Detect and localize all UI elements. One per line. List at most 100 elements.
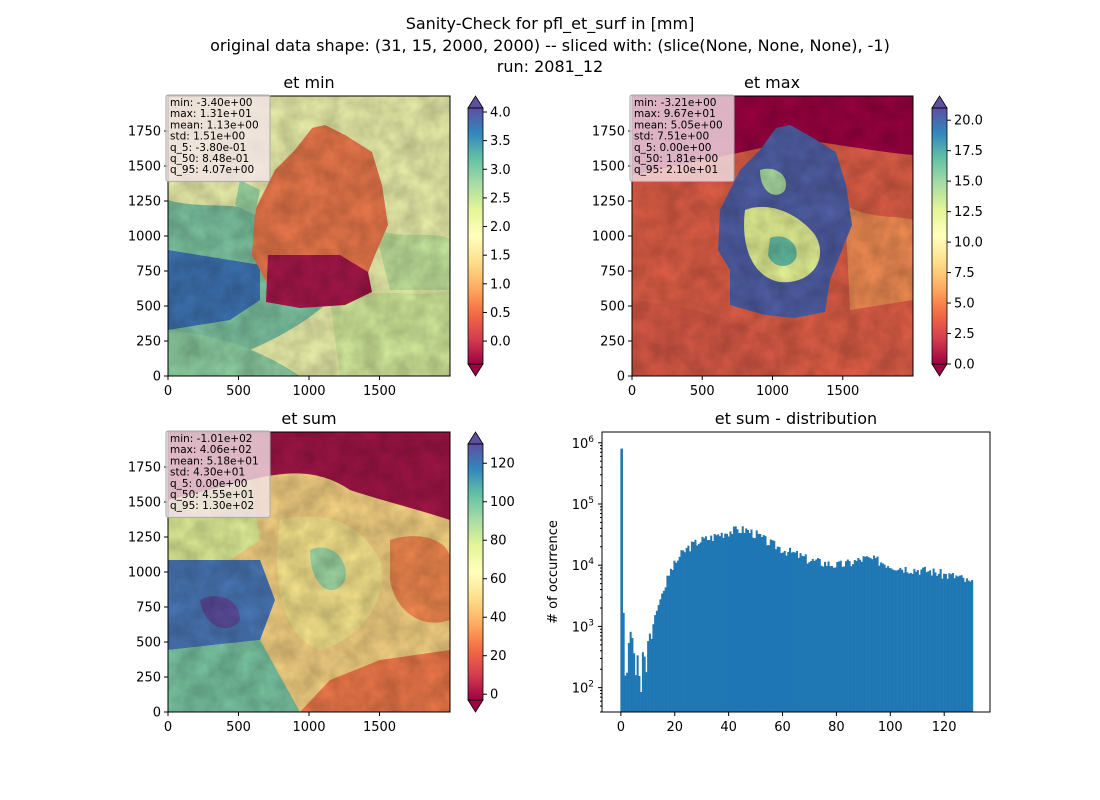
histogram-bar (788, 547, 792, 712)
histogram-bar (911, 573, 914, 712)
histogram-bar (901, 569, 904, 712)
histogram-bar (824, 561, 827, 712)
histogram-bar (892, 569, 895, 712)
y-tick-label: 1750 (128, 125, 161, 140)
colorbar-tick-label: 5.0 (954, 297, 975, 312)
histogram-bar (739, 533, 743, 712)
colorbar-tick-label: 60 (490, 572, 507, 587)
x-tick-label: 0 (628, 384, 636, 399)
histogram-bar (773, 540, 776, 712)
y-tick-label: 104 (572, 557, 595, 574)
y-axis-histogram: 102 103 104 105 106 (572, 435, 602, 713)
histogram-bar (799, 553, 802, 712)
histogram-bar (862, 556, 865, 712)
x-tick-label: 80 (828, 720, 845, 735)
histogram-bar (640, 692, 643, 712)
histogram-bar (704, 536, 707, 712)
y-tick-label: 102 (572, 680, 594, 697)
panel-title-et-sum: et sum (281, 409, 336, 428)
colorbar-tick-label: 4.0 (490, 106, 511, 121)
histogram-bar (759, 533, 762, 712)
histogram-bar (906, 572, 909, 712)
histogram-bar (934, 572, 937, 712)
histogram-bar (745, 528, 748, 712)
histogram-bar (964, 581, 967, 712)
y-tick-label: 1250 (128, 531, 161, 546)
colorbar-tick-label: 1.0 (490, 277, 511, 292)
histogram-bar (848, 561, 851, 712)
x-axis-et-sum: 0 500 1000 1500 (164, 712, 396, 735)
histogram-bar (731, 534, 734, 712)
histogram-bar (661, 593, 664, 712)
stats-line: q_50: 1.81e+00 (634, 153, 718, 165)
colorbar-extend-bottom (467, 363, 484, 377)
x-tick-label: 120 (932, 720, 957, 735)
stats-line: max: 4.06e+02 (170, 444, 252, 456)
panel-et-sum-distribution: et sum - distribution 0 20 40 60 80 100 120 10… (546, 409, 991, 735)
histogram-bar (866, 556, 869, 712)
histogram-bar (743, 533, 746, 712)
histogram-bar (676, 560, 679, 712)
y-tick-label: 750 (136, 265, 161, 280)
histogram-bar (918, 574, 921, 712)
histogram-bar (869, 558, 872, 712)
histogram-bar (675, 562, 678, 712)
x-tick-label: 500 (690, 384, 715, 399)
histogram-bar (636, 655, 639, 712)
colorbar-tick-label: 7.5 (954, 266, 975, 281)
histogram-bar (957, 576, 960, 712)
histogram-bar (748, 532, 751, 712)
histogram-bar (841, 566, 844, 712)
histogram-bar (678, 556, 681, 712)
histogram-bar (946, 578, 949, 712)
histogram-bar (897, 569, 900, 712)
histogram-bar (734, 526, 737, 712)
histogram-bar (755, 530, 758, 712)
x-tick-label: 1500 (363, 720, 396, 735)
histogram-bar (633, 653, 636, 712)
x-tick-label: 500 (226, 384, 251, 399)
histogram-bar (829, 566, 832, 712)
histogram-bar (894, 570, 897, 712)
histogram-bar (687, 545, 690, 712)
x-tick-label: 40 (720, 720, 737, 735)
stats-line: q_50: 4.55e+01 (170, 489, 254, 501)
histogram-bar (671, 570, 674, 712)
colorbar-tick-label: 2.0 (490, 220, 511, 235)
histogram-bar (738, 532, 741, 712)
histogram-bar (943, 573, 946, 712)
histogram-bar (746, 529, 750, 712)
histogram-bar (753, 538, 757, 712)
histogram-bar (796, 550, 799, 712)
histogram-bar (951, 573, 954, 712)
histogram-bar (902, 572, 905, 712)
colorbar-tick-label: 17.5 (954, 144, 983, 159)
x-axis-et-max: 0 500 1000 1500 (628, 376, 859, 399)
histogram-bar (834, 567, 837, 712)
histogram-bar (627, 643, 630, 712)
histogram-bar (962, 577, 965, 712)
colorbar-tick-label: 2.5 (490, 191, 511, 206)
histogram-bar (669, 568, 672, 712)
histogram-bar (752, 537, 755, 712)
histogram-bar (881, 563, 884, 712)
histogram-bar (666, 575, 669, 712)
histogram-bar (937, 573, 940, 712)
histogram-bar (838, 561, 841, 712)
histogram-bar (708, 539, 711, 712)
histogram-bar (696, 545, 699, 712)
panel-et-min: et min 0 500 1000 1500 0 250 500 750 1000 1250 15… (128, 73, 511, 399)
y-tick-label: 1000 (128, 230, 161, 245)
histogram-bar (682, 550, 685, 712)
histogram-bar (622, 612, 625, 712)
x-axis-histogram: 0 20 40 60 80 100 120 (617, 712, 957, 735)
y-tick-label: 1000 (128, 566, 161, 581)
colorbar-frame (931, 107, 948, 365)
colorbar-tick-label: 120 (490, 457, 515, 472)
y-axis-et-min: 0 250 500 750 1000 1250 1500 1750 (128, 125, 168, 385)
histogram-bar (645, 672, 648, 712)
histogram-bar (725, 533, 728, 712)
histogram-bar (724, 533, 727, 712)
histogram-bar (706, 540, 709, 712)
